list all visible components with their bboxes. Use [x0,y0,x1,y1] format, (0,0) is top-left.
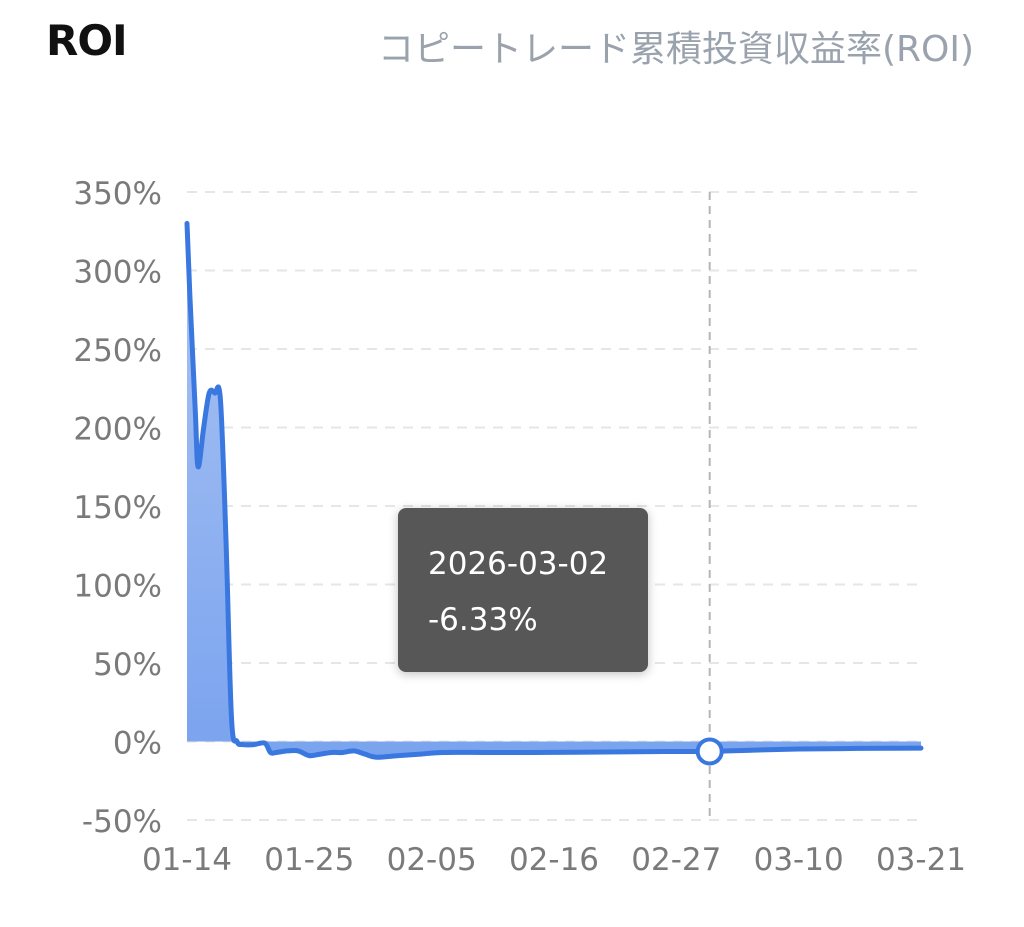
x-tick-label: 02-27 [631,842,721,878]
series-area [187,223,921,758]
page-title: ROI [46,16,128,65]
y-tick-label: 350% [73,176,162,212]
x-tick-label: 02-16 [509,842,599,878]
chart-subtitle: コピートレード累積投資収益率(ROI) [377,29,974,70]
y-tick-label: 200% [73,412,162,448]
tooltip: 2026-03-02 -6.33% [398,508,648,672]
y-tick-label: 250% [73,333,162,369]
y-axis: 350% 300% 250% 200% 150% 100% 50% 0% -50% [73,176,162,840]
tooltip-value: -6.33% [428,602,538,638]
x-axis: 01-14 01-25 02-05 02-16 02-27 03-10 03-21 [142,842,966,878]
grid-lines [187,191,921,821]
x-tick-label: 02-05 [387,842,477,878]
y-tick-label: 0% [113,726,162,762]
y-tick-label: 300% [73,255,162,291]
y-tick-label: 150% [73,490,162,526]
series-line [184,220,924,760]
series-roi [184,220,924,760]
header: ROI コピートレード累積投資収益率(ROI) [0,0,1024,90]
y-tick-label: 50% [93,647,162,683]
hover-point-marker[interactable] [695,737,724,766]
x-tick-label: 01-25 [264,842,354,878]
y-tick-label: 100% [73,569,162,605]
tooltip-date: 2026-03-02 [428,546,609,582]
y-tick-label: -50% [82,804,162,840]
x-tick-label: 01-14 [142,842,232,878]
x-tick-label: 03-21 [876,842,966,878]
x-tick-label: 03-10 [754,842,844,878]
